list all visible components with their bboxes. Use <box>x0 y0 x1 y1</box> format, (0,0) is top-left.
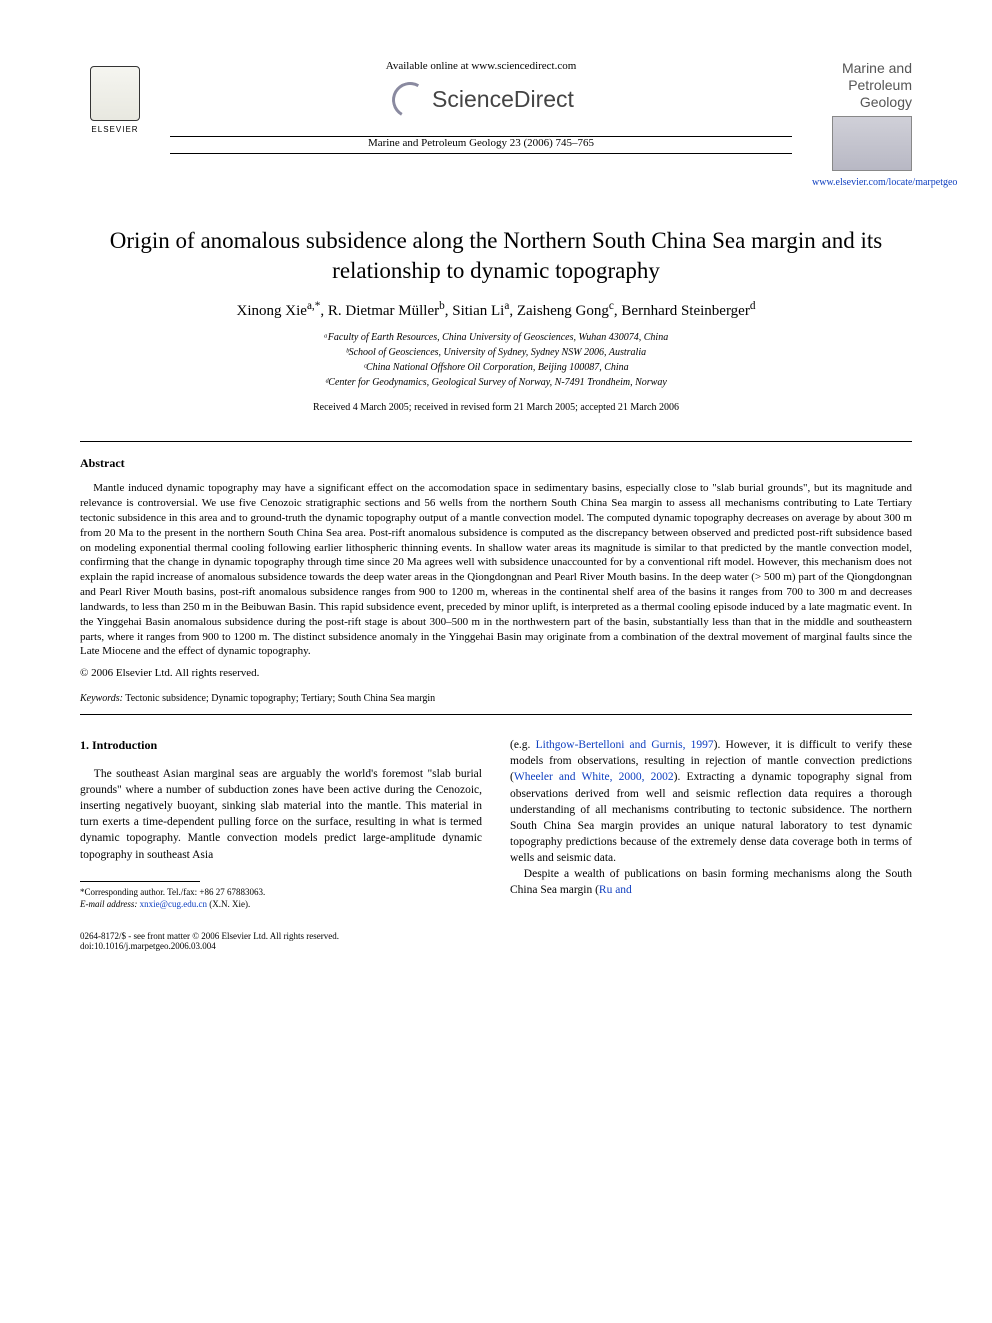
citation-ru[interactable]: Ru and <box>599 884 632 896</box>
page-footer: 0264-8172/$ - see front matter © 2006 El… <box>80 931 912 951</box>
available-online-text: Available online at www.sciencedirect.co… <box>170 60 792 72</box>
intro-para-1-cont: (e.g. Lithgow-Bertelloni and Gurnis, 199… <box>510 737 912 866</box>
keywords-label: Keywords: <box>80 693 123 704</box>
journal-name-l2: Petroleum Geology <box>848 77 912 110</box>
email-label: E-mail address: <box>80 899 140 909</box>
body-columns: 1. Introduction The southeast Asian marg… <box>80 737 912 911</box>
journal-cover-thumb-icon <box>832 116 912 171</box>
keywords: Keywords: Tectonic subsidence; Dynamic t… <box>80 693 912 704</box>
t4: Despite a wealth of publications on basi… <box>510 868 912 896</box>
abstract-top-rule <box>80 441 912 442</box>
elsevier-label: ELSEVIER <box>91 125 138 134</box>
elsevier-tree-icon <box>90 66 140 121</box>
footnote-rule <box>80 881 200 882</box>
affiliations: ᵃFaculty of Earth Resources, China Unive… <box>80 330 912 390</box>
email-line: E-mail address: xnxie@cug.edu.cn (X.N. X… <box>80 898 482 911</box>
left-column: 1. Introduction The southeast Asian marg… <box>80 737 482 911</box>
affiliation-a: ᵃFaculty of Earth Resources, China Unive… <box>80 330 912 345</box>
sciencedirect-logo: ScienceDirect <box>388 80 574 118</box>
t1: (e.g. <box>510 739 536 751</box>
intro-para-1: The southeast Asian marginal seas are ar… <box>80 766 482 863</box>
email-address[interactable]: xnxie@cug.edu.cn <box>140 899 207 909</box>
header-center: Available online at www.sciencedirect.co… <box>150 60 812 154</box>
elsevier-logo: ELSEVIER <box>80 60 150 140</box>
intro-para-2: Despite a wealth of publications on basi… <box>510 866 912 898</box>
citation-lithgow[interactable]: Lithgow-Bertelloni and Gurnis, 1997 <box>536 739 714 751</box>
keywords-text: Tectonic subsidence; Dynamic topography;… <box>123 693 435 704</box>
affiliation-b: ᵇSchool of Geosciences, University of Sy… <box>80 345 912 360</box>
abstract-heading: Abstract <box>80 456 912 471</box>
authors: Xinong Xiea,*, R. Dietmar Müllerb, Sitia… <box>80 300 912 320</box>
article-title: Origin of anomalous subsidence along the… <box>80 226 912 286</box>
abstract-body: Mantle induced dynamic topography may ha… <box>80 481 912 659</box>
footer-line-2: doi:10.1016/j.marpetgeo.2006.03.004 <box>80 941 912 951</box>
sciencedirect-text: ScienceDirect <box>432 86 574 113</box>
journal-link[interactable]: www.elsevier.com/locate/marpetgeo <box>812 177 912 188</box>
section-1-heading: 1. Introduction <box>80 737 482 754</box>
sciencedirect-swoosh-icon <box>388 80 426 118</box>
journal-name: Marine and Petroleum Geology <box>812 60 912 110</box>
t3: ). Extracting a dynamic topography signa… <box>510 771 912 863</box>
header-rule-bottom <box>170 153 792 154</box>
received-dates: Received 4 March 2005; received in revis… <box>80 402 912 413</box>
citation-wheeler[interactable]: Wheeler and White, 2000, 2002 <box>514 771 674 783</box>
journal-box: Marine and Petroleum Geology www.elsevie… <box>812 60 912 188</box>
journal-name-l1: Marine and <box>842 60 912 76</box>
footer-line-1: 0264-8172/$ - see front matter © 2006 El… <box>80 931 912 941</box>
keywords-rule <box>80 714 912 715</box>
email-tail: (X.N. Xie). <box>207 899 250 909</box>
corresponding-author: *Corresponding author. Tel./fax: +86 27 … <box>80 886 482 899</box>
abstract-copyright: © 2006 Elsevier Ltd. All rights reserved… <box>80 667 912 679</box>
affiliation-d: ᵈCenter for Geodynamics, Geological Surv… <box>80 375 912 390</box>
right-column: (e.g. Lithgow-Bertelloni and Gurnis, 199… <box>510 737 912 911</box>
affiliation-c: ᶜChina National Offshore Oil Corporation… <box>80 360 912 375</box>
journal-reference: Marine and Petroleum Geology 23 (2006) 7… <box>170 137 792 149</box>
page-header: ELSEVIER Available online at www.science… <box>80 60 912 188</box>
